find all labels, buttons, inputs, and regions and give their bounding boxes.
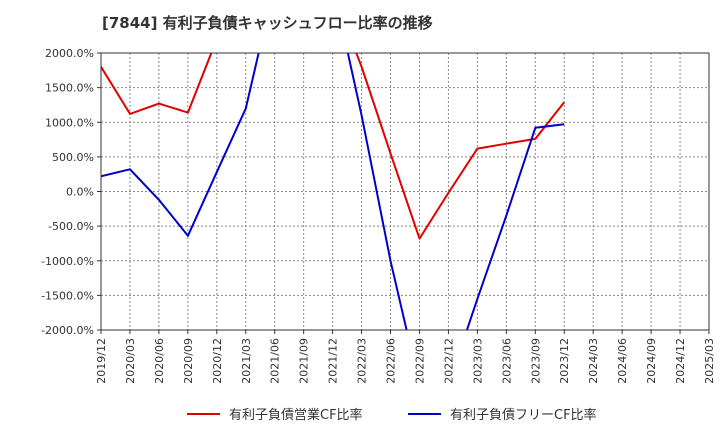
x-axis: 2019/12 2020/03 2020/06 2020/09 2020/12 2021/…	[95, 330, 716, 384]
legend: 有利子負債営業CF比率 有利子負債フリーCF比率	[187, 407, 597, 423]
y-tick-label: 1500.0%	[45, 82, 94, 95]
x-tick-label: 2020/09	[182, 338, 195, 384]
series-layer	[101, 53, 565, 330]
x-tick-label: 2020/12	[211, 338, 224, 384]
x-tick-label: 2024/09	[645, 338, 658, 384]
x-tick-label: 2022/03	[356, 338, 369, 384]
y-tick-label: 2000.0%	[45, 47, 94, 60]
x-tick-label: 2021/03	[240, 338, 253, 384]
x-tick-label: 2022/09	[413, 338, 426, 384]
y-tick-label: -1500.0%	[41, 289, 94, 302]
series-line-2	[101, 53, 565, 330]
y-tick-label: 1000.0%	[45, 116, 94, 129]
x-tick-label: 2022/12	[442, 338, 455, 384]
chart-title: [7844] 有利子負債キャッシュフロー比率の推移	[102, 14, 433, 32]
x-tick-label: 2020/06	[153, 338, 166, 384]
y-tick-label: -2000.0%	[41, 324, 94, 337]
series-line-1	[101, 53, 565, 240]
x-tick-label: 2021/12	[327, 338, 340, 384]
x-tick-label: 2023/03	[471, 338, 484, 384]
x-tick-label: 2025/03	[703, 338, 716, 384]
x-tick-label: 2023/06	[500, 338, 513, 384]
y-tick-label: 0.0%	[66, 186, 94, 199]
legend-label-2: 有利子負債フリーCF比率	[450, 407, 597, 423]
legend-label-1: 有利子負債営業CF比率	[229, 407, 363, 423]
y-axis: 2000.0% 1500.0% 1000.0% 500.0% 0.0% -500.0% -1…	[41, 47, 101, 337]
y-tick-label: 500.0%	[52, 151, 94, 164]
x-tick-label: 2021/09	[298, 338, 311, 384]
x-tick-label: 2022/06	[385, 338, 398, 384]
x-tick-label: 2023/12	[558, 338, 571, 384]
x-tick-label: 2024/12	[674, 338, 687, 384]
x-tick-label: 2023/09	[529, 338, 542, 384]
grid-layer	[101, 53, 709, 330]
x-tick-label: 2024/06	[616, 338, 629, 384]
y-tick-label: -500.0%	[48, 220, 94, 233]
x-tick-label: 2019/12	[95, 338, 108, 384]
y-tick-label: -1000.0%	[41, 255, 94, 268]
x-tick-label: 2021/06	[269, 338, 282, 384]
x-tick-label: 2020/03	[124, 338, 137, 384]
x-tick-label: 2024/03	[587, 338, 600, 384]
